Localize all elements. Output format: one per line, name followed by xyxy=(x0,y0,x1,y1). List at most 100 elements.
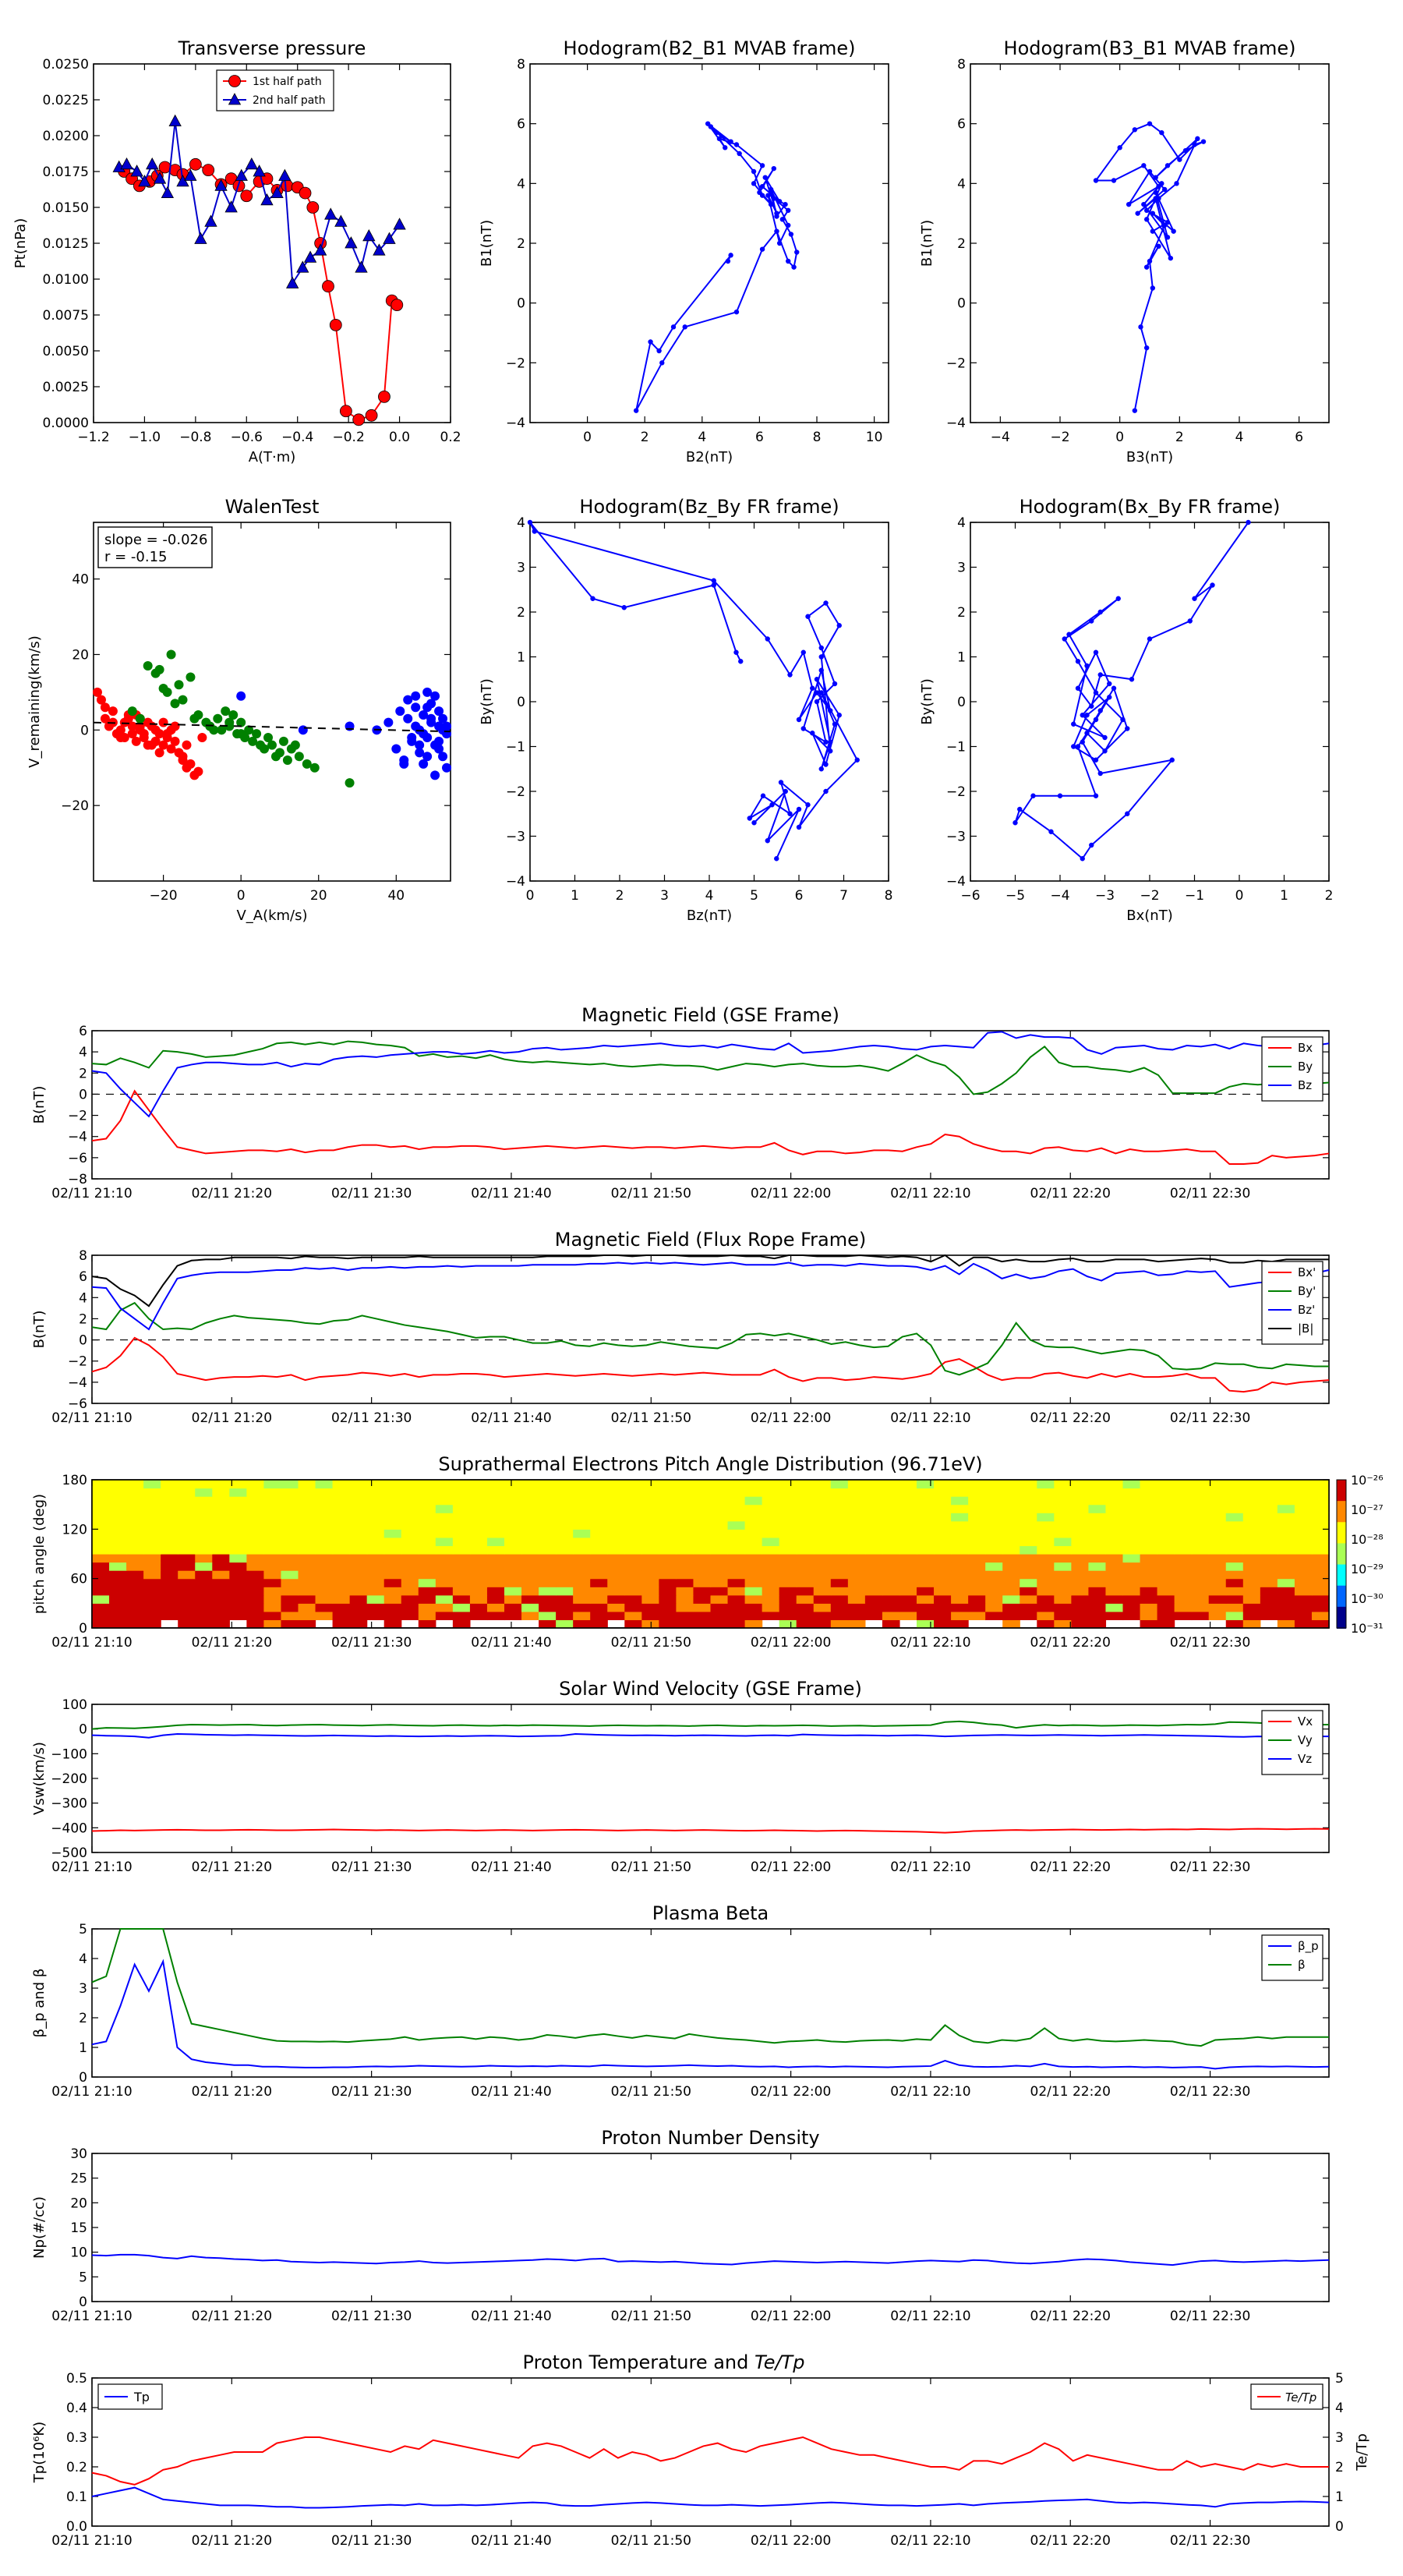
y-tick-label: −4 xyxy=(68,1130,87,1145)
heatmap-cell xyxy=(281,1545,299,1555)
x-tick-label: 02/11 22:10 xyxy=(890,1186,970,1201)
heatmap-cell xyxy=(521,1529,539,1538)
heatmap-cell xyxy=(590,1587,608,1596)
heatmap-cell xyxy=(830,1504,849,1513)
data-point xyxy=(240,189,253,203)
heatmap-cell xyxy=(1208,1578,1227,1587)
heatmap-cell xyxy=(486,1496,505,1506)
heatmap-cell xyxy=(830,1603,849,1612)
heatmap-cell xyxy=(418,1480,436,1489)
x-tick-label: 02/11 21:30 xyxy=(331,1186,412,1201)
data-point xyxy=(1080,856,1085,862)
data-point xyxy=(391,744,401,754)
heatmap-cell xyxy=(1054,1619,1072,1629)
heatmap-cell xyxy=(504,1578,522,1587)
data-point xyxy=(527,519,533,525)
heatmap-cell xyxy=(178,1587,196,1596)
heatmap-cell xyxy=(1122,1562,1141,1571)
heatmap-cell xyxy=(1260,1570,1278,1580)
heatmap-cell xyxy=(968,1570,986,1580)
data-point xyxy=(762,175,768,180)
x-tick-label: 02/11 21:10 xyxy=(51,1859,132,1875)
data-point xyxy=(733,142,740,147)
heatmap-cell xyxy=(573,1480,591,1489)
heatmap-cell xyxy=(452,1578,471,1587)
heatmap-cell xyxy=(298,1504,316,1513)
y-tick-label: −1 xyxy=(946,740,966,755)
heatmap-cell xyxy=(383,1537,402,1547)
heatmap-cell xyxy=(1174,1587,1193,1596)
y2-tick-label: 0 xyxy=(1335,2519,1344,2535)
data-point xyxy=(738,659,744,664)
heatmap-cell xyxy=(1122,1520,1141,1530)
heatmap-cell xyxy=(126,1562,144,1571)
data-point xyxy=(747,816,752,821)
data-point xyxy=(154,664,164,674)
heatmap-cell xyxy=(830,1520,849,1530)
heatmap-cell xyxy=(435,1587,454,1596)
x-tick-label: 02/11 21:30 xyxy=(331,2084,412,2100)
series-0 xyxy=(527,519,860,862)
panel-title: Transverse pressure xyxy=(178,37,366,59)
panel-mag_fr: Magnetic Field (Flux Rope Frame)−6−4−202… xyxy=(31,1229,1330,1426)
heatmap-cell xyxy=(332,1488,351,1497)
heatmap-cell xyxy=(951,1611,969,1621)
heatmap-cell xyxy=(332,1611,351,1621)
heatmap-cell xyxy=(985,1529,1003,1538)
x-tick-label: −6 xyxy=(960,888,980,904)
heatmap-cell xyxy=(1020,1611,1037,1621)
heatmap-cell xyxy=(435,1488,454,1497)
heatmap-cell xyxy=(521,1554,539,1563)
data-point xyxy=(670,324,677,330)
heatmap-cell xyxy=(1037,1537,1055,1547)
data-point xyxy=(393,218,406,230)
heatmap-cell xyxy=(504,1562,522,1571)
heatmap-cell xyxy=(92,1603,110,1612)
heatmap-cell xyxy=(847,1529,866,1538)
heatmap-cell xyxy=(195,1587,213,1596)
heatmap-cell xyxy=(830,1570,849,1580)
heatmap-cell xyxy=(246,1587,265,1596)
legend-label: 1st half path xyxy=(253,76,322,88)
heatmap-cell xyxy=(1122,1513,1141,1522)
heatmap-cell xyxy=(864,1537,883,1547)
heatmap-cell xyxy=(246,1513,265,1522)
heatmap-cell xyxy=(469,1570,488,1580)
data-point xyxy=(245,157,258,170)
data-point xyxy=(1057,793,1063,798)
heatmap-cell xyxy=(212,1513,230,1522)
heatmap-cell xyxy=(951,1562,969,1571)
heatmap-cell xyxy=(1088,1578,1107,1587)
data-point xyxy=(345,778,355,788)
heatmap-cell xyxy=(641,1587,659,1596)
heatmap-cell xyxy=(830,1480,849,1489)
heatmap-cell xyxy=(951,1545,969,1555)
data-point xyxy=(1200,139,1207,144)
heatmap-cell xyxy=(1294,1496,1313,1506)
data-point xyxy=(422,702,433,713)
heatmap-cell xyxy=(418,1537,436,1547)
data-point xyxy=(362,228,376,242)
data-point xyxy=(235,168,248,181)
data-point xyxy=(214,179,228,191)
series-β xyxy=(91,1928,1329,2047)
heatmap-cell xyxy=(624,1611,642,1621)
y2-tick-label: 1 xyxy=(1335,2489,1344,2505)
heatmap-cell xyxy=(486,1570,505,1580)
data-point xyxy=(783,201,788,207)
x-tick-label: 02/11 21:50 xyxy=(611,1186,691,1201)
heatmap-cell xyxy=(143,1480,161,1489)
heatmap-cell xyxy=(985,1496,1003,1506)
heatmap-cell xyxy=(246,1594,265,1604)
heatmap-cell xyxy=(298,1578,316,1587)
heatmap-cell xyxy=(92,1611,110,1621)
heatmap-cell xyxy=(1191,1529,1210,1538)
heatmap-cell xyxy=(143,1545,161,1555)
heatmap-cell xyxy=(1122,1594,1141,1604)
heatmap-cell xyxy=(332,1594,351,1604)
heatmap-cell xyxy=(710,1480,729,1489)
data-point xyxy=(365,409,378,422)
x-tick-label: 02/11 22:10 xyxy=(890,1410,970,1426)
heatmap-cell xyxy=(830,1611,849,1621)
